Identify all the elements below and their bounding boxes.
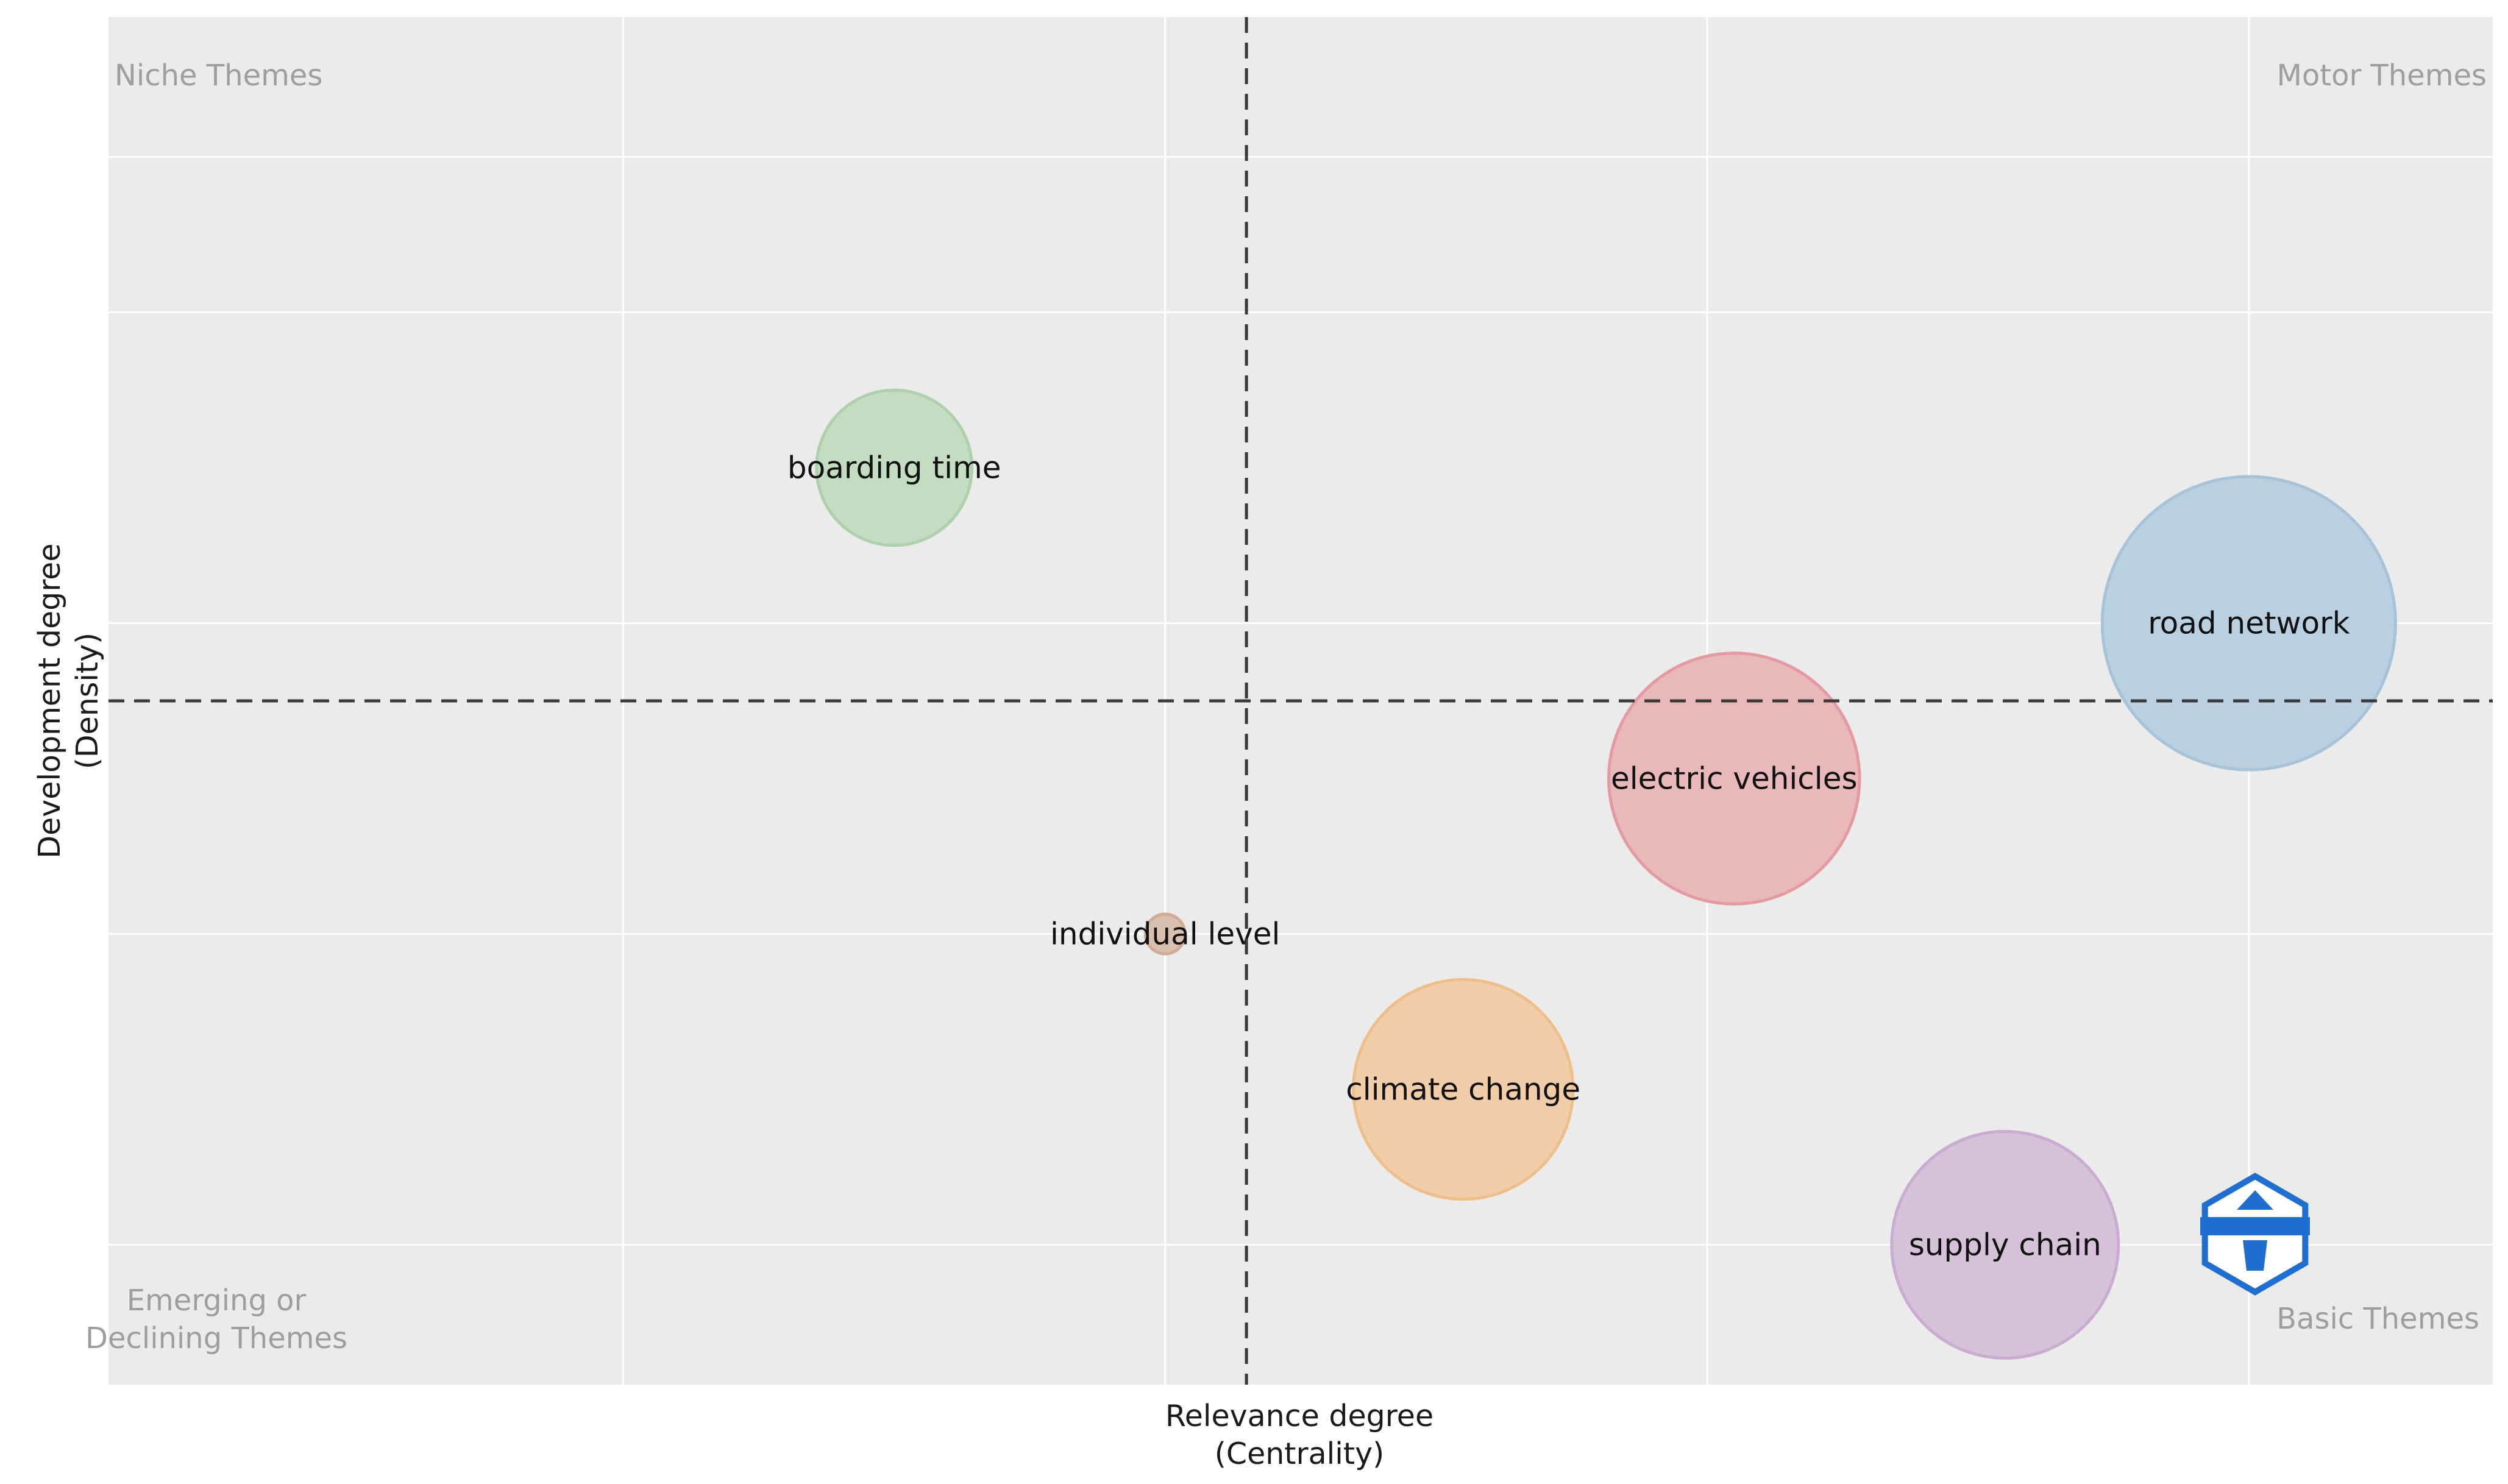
logo-roof: [2237, 1190, 2273, 1210]
y-axis-title-line1: Development degree: [32, 543, 67, 858]
bubble-supply-chain: [1890, 1130, 2120, 1360]
logo-tower: [2243, 1240, 2267, 1271]
bubble-road-network: [2100, 475, 2397, 772]
x-axis-title-line1: Relevance degree: [1165, 1399, 1433, 1433]
bubble-label-supply-chain: supply chain: [1909, 1227, 2101, 1263]
x-axis-title: Relevance degree (Centrality): [1165, 1399, 1433, 1471]
y-axis-title: Development degree (Density): [32, 543, 105, 858]
bibliometrix-logo-icon: [2200, 1173, 2310, 1296]
bubble-label-individual-level: individual level: [1050, 917, 1280, 952]
reference-lines: [108, 17, 2493, 1385]
x-axis-title-line2: (Centrality): [1215, 1436, 1384, 1471]
bubble-label-boarding-time: boarding time: [787, 450, 1001, 486]
quadrant-label-basic-themes: Basic Themes: [2276, 1302, 2479, 1336]
quadrant-label-motor-themes: Motor Themes: [2276, 59, 2487, 93]
bubble-electric-vehicles: [1607, 651, 1861, 906]
bubbles: [815, 388, 2397, 1360]
logo-banner: [2200, 1217, 2310, 1235]
quadrant-labels: Niche Themes Motor Themes Emerging or De…: [85, 59, 2487, 1355]
bubble-label-climate-change: climate change: [1346, 1072, 1580, 1107]
quadrant-label-emerging-line2: Declining Themes: [85, 1321, 347, 1355]
bubble-boarding-time: [815, 388, 974, 547]
bubble-individual-level: [1143, 912, 1187, 956]
bubble-climate-change: [1352, 978, 1575, 1201]
quadrant-label-niche-themes: Niche Themes: [115, 59, 322, 93]
bubble-labels: boarding time road network electric vehicl…: [787, 450, 2350, 1263]
y-axis-title-line2: (Density): [70, 633, 105, 770]
bubble-label-road-network: road network: [2148, 606, 2350, 641]
quadrant-label-emerging-line1: Emerging or: [127, 1283, 307, 1318]
bubble-label-electric-vehicles: electric vehicles: [1611, 761, 1857, 797]
